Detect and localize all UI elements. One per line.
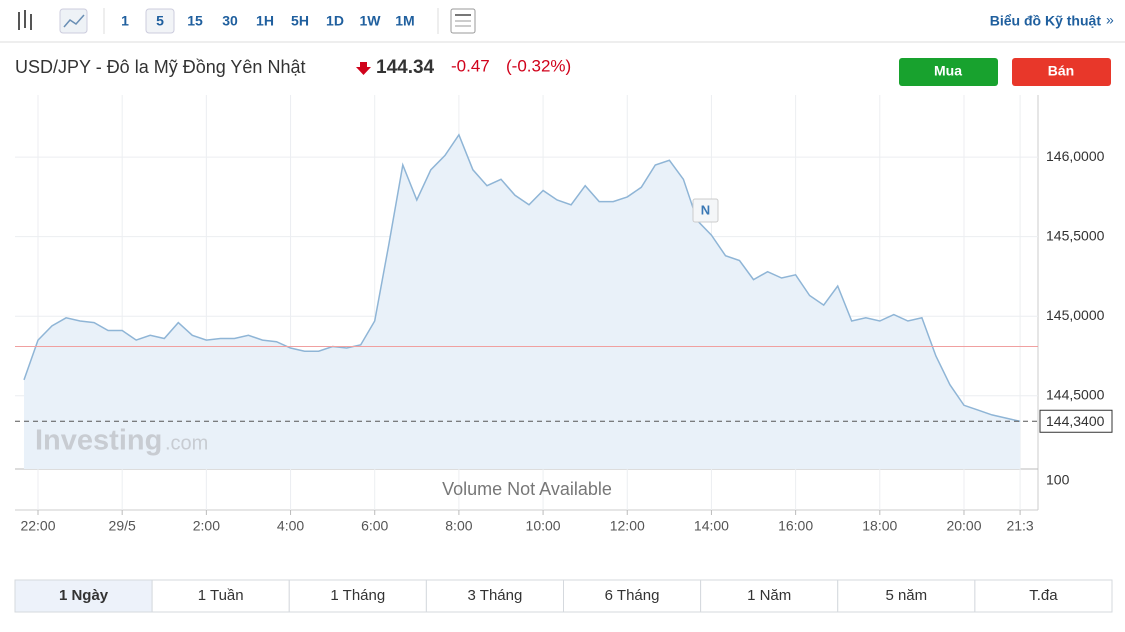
last-price-label: 144,3400 [1046, 413, 1105, 429]
x-tick-label: 18:00 [862, 518, 897, 534]
interval-button[interactable]: 1W [360, 13, 382, 29]
interval-button[interactable]: 15 [187, 13, 203, 29]
interval-button[interactable]: 5H [291, 13, 309, 29]
x-tick-label: 8:00 [445, 518, 472, 534]
x-tick-label: 14:00 [694, 518, 729, 534]
candle-icon[interactable] [18, 10, 32, 30]
interval-button[interactable]: 1M [395, 13, 414, 29]
watermark: .com [165, 432, 208, 454]
interval-button[interactable]: 30 [222, 13, 238, 29]
interval-button[interactable]: 1 [121, 13, 129, 29]
link-arrow: » [1106, 12, 1114, 28]
line-icon-glyph [63, 14, 85, 28]
last-price-box [1039, 409, 1113, 433]
interval-button[interactable]: 1D [326, 13, 344, 29]
period-label[interactable]: 1 Tuần [198, 587, 244, 604]
change-pct: (-0.32%) [506, 56, 571, 75]
x-tick-label: 29/5 [109, 518, 136, 534]
down-arrow [356, 62, 371, 75]
buy-label[interactable]: Mua [934, 63, 962, 79]
x-tick-label: 22:00 [20, 518, 55, 534]
line-icon[interactable] [59, 8, 88, 34]
period-label[interactable]: T.đa [1029, 587, 1058, 604]
sell-button[interactable] [1012, 58, 1111, 86]
area [23, 134, 1021, 470]
period-label[interactable]: 1 Năm [747, 587, 791, 604]
period-label[interactable]: 1 Tháng [330, 587, 385, 604]
change: -0.47 [451, 56, 490, 75]
y-tick-label: 146,0000 [1046, 148, 1105, 164]
y-tick-label: 145,0000 [1046, 307, 1105, 323]
price-line [23, 133, 1021, 423]
y-tick-label: 145,5000 [1046, 227, 1105, 243]
x-tick-label: 12:00 [610, 518, 645, 534]
interval-selected [145, 8, 175, 34]
period-label[interactable]: 3 Tháng [468, 587, 523, 604]
price: 144.34 [376, 57, 435, 78]
x-tick-label: 21:3 [1006, 518, 1033, 534]
period-label[interactable]: 5 năm [885, 587, 927, 604]
y-tick-label: 144,5000 [1046, 386, 1105, 402]
period-tab[interactable] [700, 579, 839, 613]
volume-tick-label: 100 [1046, 472, 1070, 488]
annotation: N [701, 202, 710, 217]
x-tick-label: 16:00 [778, 518, 813, 534]
period-tab[interactable] [974, 579, 1113, 613]
x-tick-label: 10:00 [526, 518, 561, 534]
interval-button[interactable]: 1H [256, 13, 274, 29]
volume-message: Volume Not Available [442, 479, 612, 499]
period-tab[interactable] [837, 579, 976, 613]
pair-name: USD/JPY - Đô la Mỹ Đồng Yên Nhật [15, 57, 305, 77]
period-label[interactable]: 1 Ngày [59, 587, 109, 604]
buy-button[interactable] [899, 58, 998, 86]
period-tab[interactable] [14, 579, 153, 613]
technical-link[interactable]: Biểu đồ Kỹ thuật [990, 13, 1102, 29]
interval-button[interactable]: 5 [156, 13, 164, 29]
period-tab[interactable] [563, 579, 702, 613]
period-label[interactable]: 6 Tháng [605, 587, 660, 604]
sell-label[interactable]: Bán [1048, 63, 1074, 79]
x-tick-label: 6:00 [361, 518, 388, 534]
annotation-box [692, 198, 719, 223]
x-tick-label: 20:00 [946, 518, 981, 534]
x-tick-label: 2:00 [193, 518, 220, 534]
x-tick-label: 4:00 [277, 518, 304, 534]
watermark: Investing [35, 425, 162, 457]
